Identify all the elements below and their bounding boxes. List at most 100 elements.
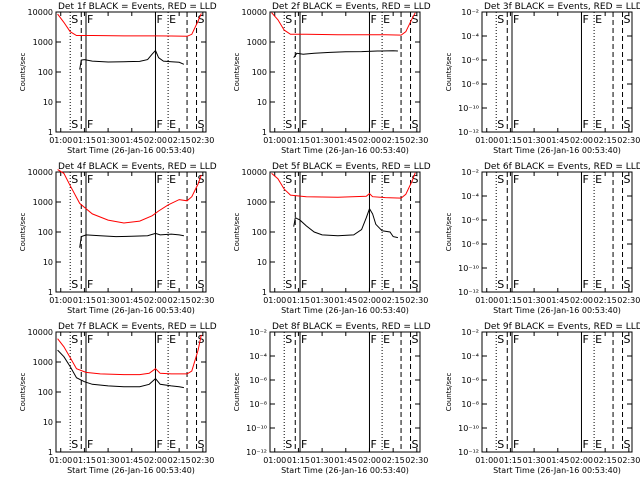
y-tick-label: 10⁻⁸ [461,80,479,89]
marker-label-bottom: S [412,438,419,451]
marker-label: F [513,173,519,186]
series-events-line [57,349,184,389]
x-tick-label: 01:45 [546,296,569,305]
marker-label-bottom: S [497,118,504,131]
y-tick-label: 10000 [28,328,53,337]
marker-label-bottom: F [301,278,307,291]
panel-title: Det 3f BLACK = Events, RED = LLD [484,2,640,12]
x-tick-label: 02:00 [144,456,167,465]
plot-frame [55,331,207,453]
marker-label: S [71,13,78,26]
x-tick-label: 01:30 [523,136,546,145]
x-tick-label: 02:00 [144,296,167,305]
panel-title: Det 1f BLACK = Events, RED = LLD [58,2,217,12]
marker-label-bottom: F [301,438,307,451]
marker-label: S [624,13,631,26]
y-axis-label: Counts/sec [233,53,241,92]
series-events-line [79,232,184,248]
marker-label-bottom: E [595,438,602,451]
x-tick-label: 02:00 [144,136,167,145]
x-tick-label: 02:30 [405,456,428,465]
x-tick-label: 01:00 [263,296,286,305]
x-tick-label: 01:30 [311,136,334,145]
y-tick-label: 10 [43,258,53,267]
y-tick-label: 10⁻² [461,8,479,17]
plot-frame [269,171,421,293]
marker-label: F [582,13,588,26]
marker-label-bottom: F [87,438,93,451]
marker-label: F [87,173,93,186]
x-axis-label: Start Time (26-Jan-16 00:53:40) [67,306,195,315]
y-axis-label: Counts/sec [445,373,453,412]
y-tick-label: 10⁻⁶ [249,376,267,385]
marker-label: F [370,333,376,346]
marker-label: S [624,173,631,186]
x-tick-label: 01:30 [311,456,334,465]
marker-label-bottom: E [383,278,390,291]
panel-title: Det 5f BLACK = Events, RED = LLD [272,162,431,172]
y-axis-label: Counts/sec [19,373,27,412]
y-tick-label: 100 [38,68,53,77]
marker-label-bottom: E [383,438,390,451]
marker-label: F [156,333,162,346]
x-tick-label: 02:30 [405,136,428,145]
y-tick-label: 1000 [247,38,267,47]
x-tick-label: 01:00 [475,456,498,465]
y-tick-label: 10 [43,98,53,107]
marker-label: S [412,173,419,186]
marker-label-bottom: F [156,438,162,451]
y-tick-label: 100 [38,228,53,237]
x-tick-label: 01:30 [97,136,120,145]
marker-label: S [71,173,78,186]
plot-frame [55,11,207,133]
y-tick-label: 10⁻⁶ [461,376,479,385]
y-tick-label: 10⁻⁸ [461,240,479,249]
x-tick-label: 01:15 [287,296,310,305]
panel-5: Det 5f BLACK = Events, RED = LLD 1 10 100 10… [233,162,431,315]
x-tick-label: 01:00 [49,136,72,145]
y-tick-label: 1000 [247,198,267,207]
plot-frame [269,11,421,133]
marker-label-bottom: S [624,278,631,291]
y-tick-label: 100 [38,388,53,397]
y-tick-label: 10⁻⁴ [249,352,267,361]
y-tick-label: 10⁻⁴ [461,352,479,361]
marker-label-bottom: F [513,118,519,131]
x-tick-label: 02:15 [168,296,191,305]
marker-label: F [156,13,162,26]
marker-label-bottom: S [497,438,504,451]
y-tick-label: 10⁻⁴ [461,32,479,41]
y-tick-label: 10⁻¹⁰ [246,424,267,433]
plot-frame [481,11,633,133]
x-tick-label: 01:30 [311,296,334,305]
x-tick-label: 02:30 [191,296,214,305]
y-tick-label: 100 [252,68,267,77]
panel-2: Det 2f BLACK = Events, RED = LLD 1 10 100 10… [233,2,431,155]
x-tick-label: 02:15 [382,456,405,465]
x-tick-label: 01:45 [334,296,357,305]
x-tick-label: 01:45 [334,456,357,465]
y-tick-label: 1000 [33,38,53,47]
marker-label: F [301,333,307,346]
marker-label: F [87,333,93,346]
marker-label-bottom: S [497,278,504,291]
marker-label-bottom: E [595,118,602,131]
y-tick-label: 10⁻¹⁰ [458,424,479,433]
panel-8: Det 8f BLACK = Events, RED = LLD 10⁻¹² 10⁻… [233,322,431,475]
y-axis-label: Counts/sec [233,213,241,252]
marker-label: E [169,13,176,26]
x-tick-label: 01:45 [120,296,143,305]
x-tick-label: 02:00 [358,456,381,465]
x-tick-label: 02:15 [594,136,617,145]
panel-title: Det 7f BLACK = Events, RED = LLD [58,322,217,332]
marker-label-bottom: S [71,118,78,131]
marker-label: F [156,173,162,186]
panel-7: Det 7f BLACK = Events, RED = LLD 1 10 100 10… [19,322,217,475]
x-tick-label: 01:15 [499,296,522,305]
marker-label-bottom: S [71,438,78,451]
x-tick-label: 01:30 [523,296,546,305]
panel-3: Det 3f BLACK = Events, RED = LLD 10⁻¹² 10⁻… [445,2,640,155]
panel-title: Det 4f BLACK = Events, RED = LLD [58,162,217,172]
x-tick-label: 02:15 [382,296,405,305]
x-tick-label: 02:15 [594,296,617,305]
